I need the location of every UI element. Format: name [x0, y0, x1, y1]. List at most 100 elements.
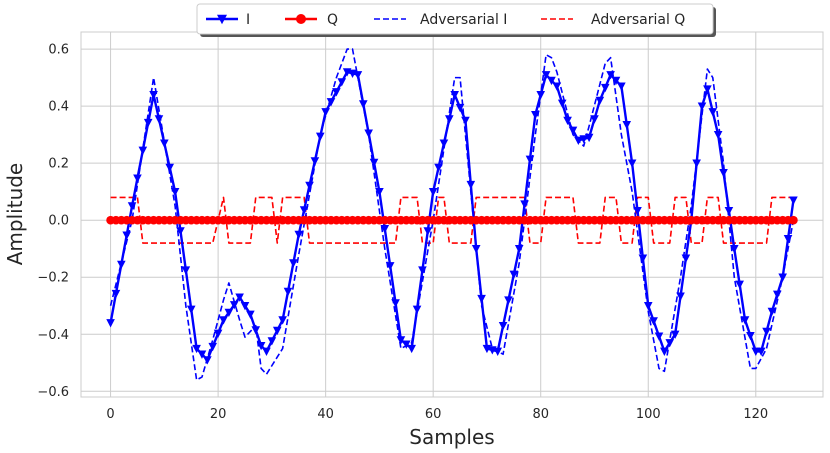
legend: I Q Adversarial I Adversarial Q — [196, 3, 716, 37]
data-point — [789, 215, 798, 225]
data-point — [133, 174, 142, 183]
data-point — [719, 168, 728, 178]
data-point — [122, 231, 132, 240]
data-point — [176, 227, 185, 236]
data-point — [455, 103, 465, 113]
data-point — [235, 293, 244, 302]
data-point — [756, 347, 766, 356]
x-tick-label: 60 — [425, 407, 442, 422]
data-point — [504, 296, 513, 305]
data-point — [606, 71, 615, 80]
data-point — [724, 206, 734, 216]
data-point — [600, 83, 610, 93]
data-point — [541, 71, 551, 80]
legend-marker — [217, 14, 227, 25]
data-point — [310, 157, 320, 166]
data-point — [563, 116, 572, 125]
series-line — [109, 48, 795, 381]
y-tick-label: −0.2 — [37, 271, 69, 286]
data-point — [611, 76, 621, 86]
data-point — [143, 118, 153, 128]
data-point — [643, 302, 653, 311]
data-point — [353, 71, 363, 80]
data-point — [369, 158, 379, 168]
series-q — [106, 215, 798, 225]
data-point — [445, 115, 454, 124]
data-point — [138, 146, 148, 155]
data-point — [251, 326, 261, 335]
data-point — [117, 260, 126, 270]
data-point — [568, 126, 578, 135]
data-point — [660, 347, 669, 356]
y-tick-label: 0.6 — [48, 43, 69, 58]
data-point — [160, 139, 169, 148]
data-point — [751, 347, 761, 356]
series-layer — [106, 48, 798, 381]
data-point — [256, 341, 266, 351]
legend-label: I — [246, 12, 250, 28]
data-point — [665, 339, 675, 348]
data-point — [681, 254, 691, 263]
y-tick-label: 0.0 — [48, 214, 69, 229]
data-point — [509, 270, 519, 279]
data-point — [364, 129, 373, 138]
data-point — [557, 99, 567, 108]
data-point — [536, 91, 546, 100]
y-tick-label: −0.4 — [37, 328, 69, 343]
legend-label: Q — [327, 12, 338, 28]
data-point — [466, 180, 476, 190]
data-point — [396, 336, 406, 345]
x-tick-label: 40 — [317, 407, 334, 422]
data-point — [192, 344, 201, 354]
data-point — [552, 82, 562, 91]
legend-entry: I — [206, 12, 250, 28]
legend-label: Adversarial I — [420, 12, 507, 28]
data-point — [778, 273, 787, 282]
x-axis-label: Samples — [409, 425, 494, 449]
data-point — [326, 98, 336, 107]
x-tick-label: 20 — [210, 407, 227, 422]
data-point — [412, 305, 422, 314]
data-point — [789, 196, 798, 205]
data-point — [584, 133, 594, 143]
series-adversarial-q — [110, 196, 794, 244]
data-point — [294, 230, 304, 240]
data-point — [170, 187, 180, 197]
data-point — [149, 91, 158, 100]
data-point — [450, 91, 459, 100]
data-point — [418, 266, 427, 275]
series-adversarial-i — [109, 48, 795, 381]
data-point — [385, 262, 395, 271]
legend-label: Adversarial Q — [591, 12, 685, 28]
data-point — [498, 322, 508, 331]
data-point — [638, 254, 648, 263]
data-point — [267, 337, 277, 346]
data-point — [676, 292, 685, 301]
y-tick-label: 0.2 — [48, 157, 69, 172]
data-point — [224, 308, 234, 318]
legend-marker — [296, 14, 306, 24]
data-point — [407, 344, 416, 354]
data-point — [283, 287, 293, 297]
data-point — [531, 110, 540, 120]
data-point — [391, 299, 400, 308]
plot-area — [81, 32, 823, 397]
data-point — [375, 187, 384, 197]
data-point — [208, 342, 218, 352]
data-point — [514, 245, 524, 254]
data-point — [213, 329, 223, 338]
data-point — [703, 85, 712, 94]
data-point — [735, 280, 744, 289]
data-point — [106, 319, 115, 328]
data-point — [434, 163, 443, 173]
data-point — [574, 136, 583, 145]
data-point — [670, 330, 680, 339]
data-point — [423, 227, 433, 236]
data-point — [154, 115, 164, 124]
data-point — [697, 102, 707, 111]
data-point — [219, 316, 228, 325]
data-point — [772, 290, 782, 299]
data-point — [299, 206, 309, 215]
legend-entry: Adversarial I — [374, 12, 507, 28]
